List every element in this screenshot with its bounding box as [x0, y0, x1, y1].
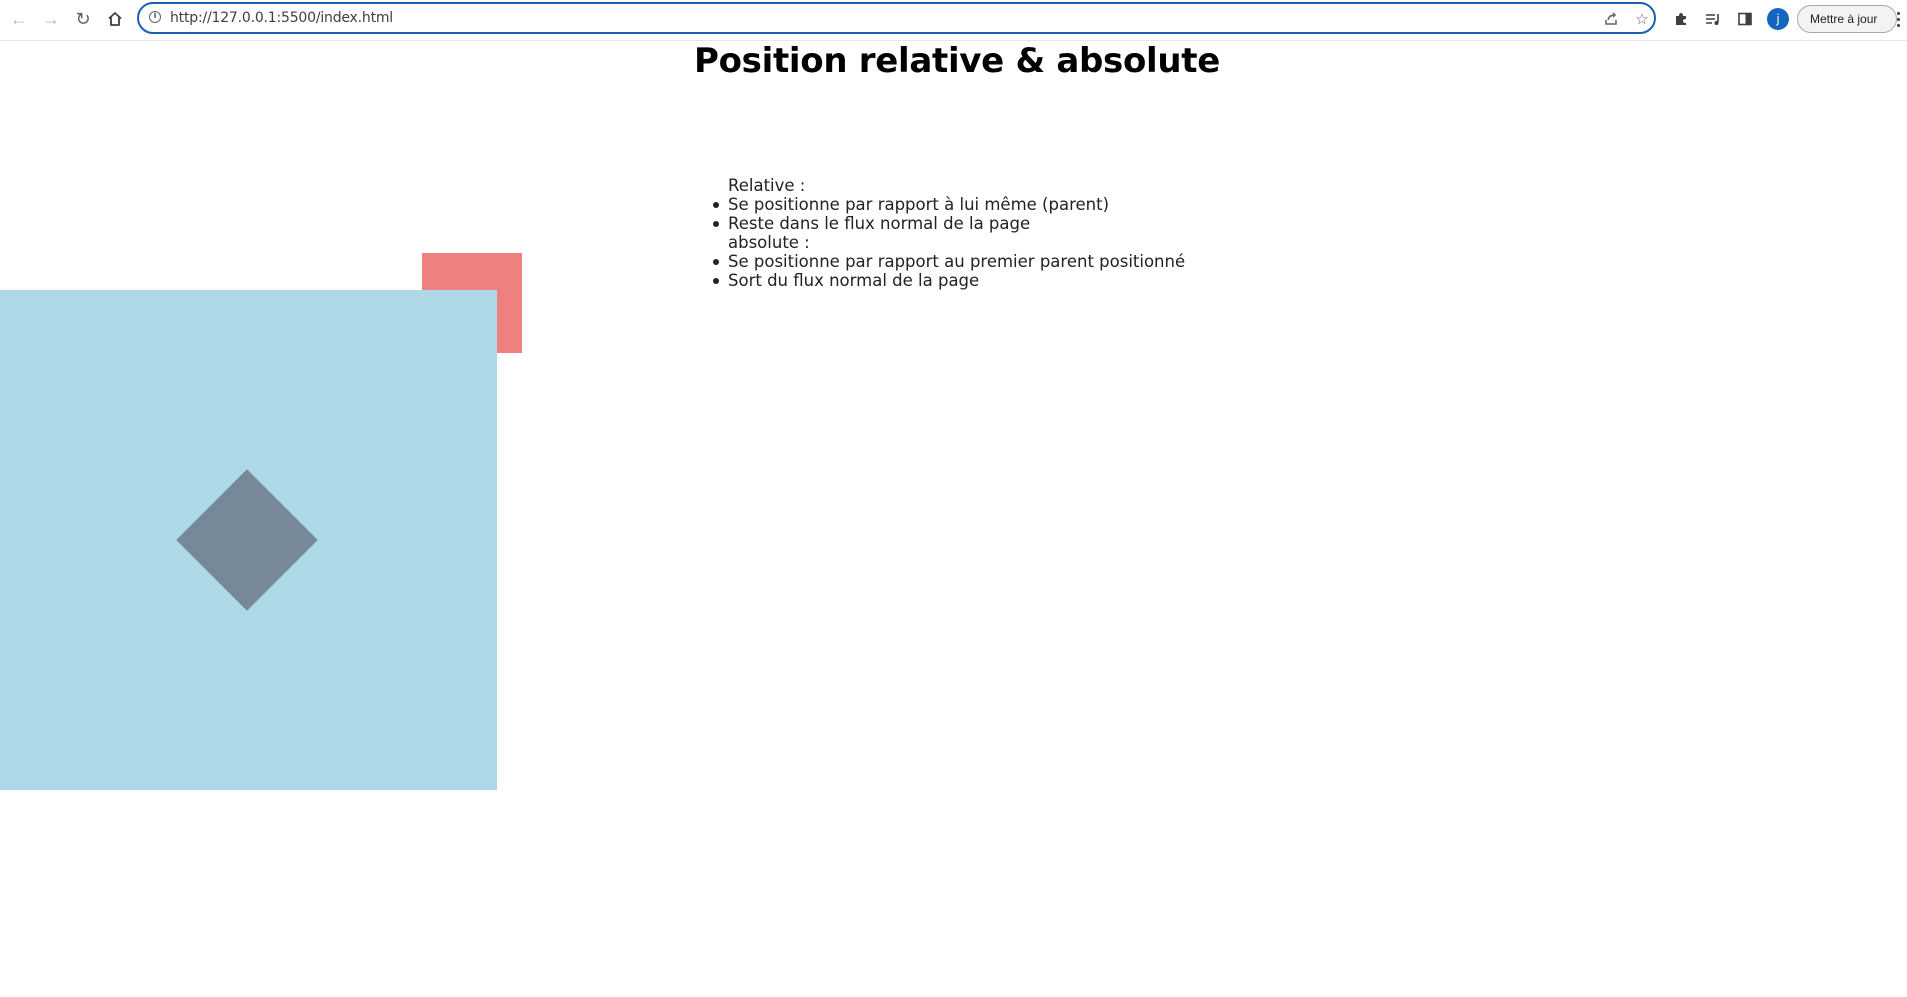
update-button-label: Mettre à jour — [1810, 12, 1878, 26]
blue-container — [0, 290, 497, 790]
arrow-left-icon: ← — [10, 8, 28, 29]
page-content: Position relative & absolute Relative : … — [0, 41, 1907, 997]
update-button[interactable]: Mettre à jour — [1797, 5, 1897, 33]
arrow-right-icon: → — [42, 8, 60, 29]
home-button[interactable] — [102, 6, 128, 32]
profile-avatar[interactable]: j — [1767, 8, 1789, 30]
share-button[interactable] — [1601, 9, 1621, 29]
reading-list-icon — [1706, 14, 1719, 25]
back-button[interactable]: ← — [6, 6, 32, 32]
share-icon — [1605, 12, 1617, 25]
extensions-button[interactable] — [1669, 7, 1693, 31]
position-notes: Relative : Se positionne par rapport à l… — [712, 176, 1186, 290]
kebab-menu-icon[interactable] — [1893, 8, 1903, 30]
list-item: Reste dans le flux normal de la page — [712, 214, 1185, 233]
star-icon: ☆ — [1635, 11, 1649, 28]
forward-button[interactable]: → — [38, 6, 64, 32]
list-item: Se positionne par rapport au premier par… — [712, 252, 1186, 271]
url-text[interactable]: http://127.0.0.1:5500/index.html — [170, 10, 393, 26]
page-title: Position relative & absolute — [693, 41, 1220, 81]
relative-list: Se positionne par rapport à lui même (pa… — [712, 195, 1185, 233]
reading-list-button[interactable] — [1701, 7, 1725, 31]
list-item: Sort du flux normal de la page — [712, 271, 1185, 290]
list-item: Se positionne par rapport à lui même (pa… — [712, 195, 1185, 214]
info-icon[interactable]: i — [149, 11, 161, 23]
grey-diamond — [176, 469, 318, 611]
absolute-heading: absolute : — [728, 233, 810, 252]
side-panel-icon — [1738, 12, 1752, 26]
reload-button[interactable]: ↻ — [70, 6, 96, 32]
puzzle-icon — [1676, 13, 1686, 25]
bookmark-button[interactable]: ☆ — [1632, 9, 1652, 29]
relative-heading: Relative : — [728, 176, 806, 195]
absolute-list: Se positionne par rapport au premier par… — [712, 252, 1186, 290]
profile-initial: j — [1776, 12, 1780, 26]
address-bar[interactable]: i http://127.0.0.1:5500/index.html ☆ — [137, 2, 1656, 34]
browser-toolbar: ← → ↻ i http://127.0.0.1:5500/index.html… — [0, 0, 1907, 41]
reload-icon: ↻ — [75, 8, 91, 29]
home-icon — [108, 12, 122, 26]
side-panel-button[interactable] — [1733, 7, 1757, 31]
